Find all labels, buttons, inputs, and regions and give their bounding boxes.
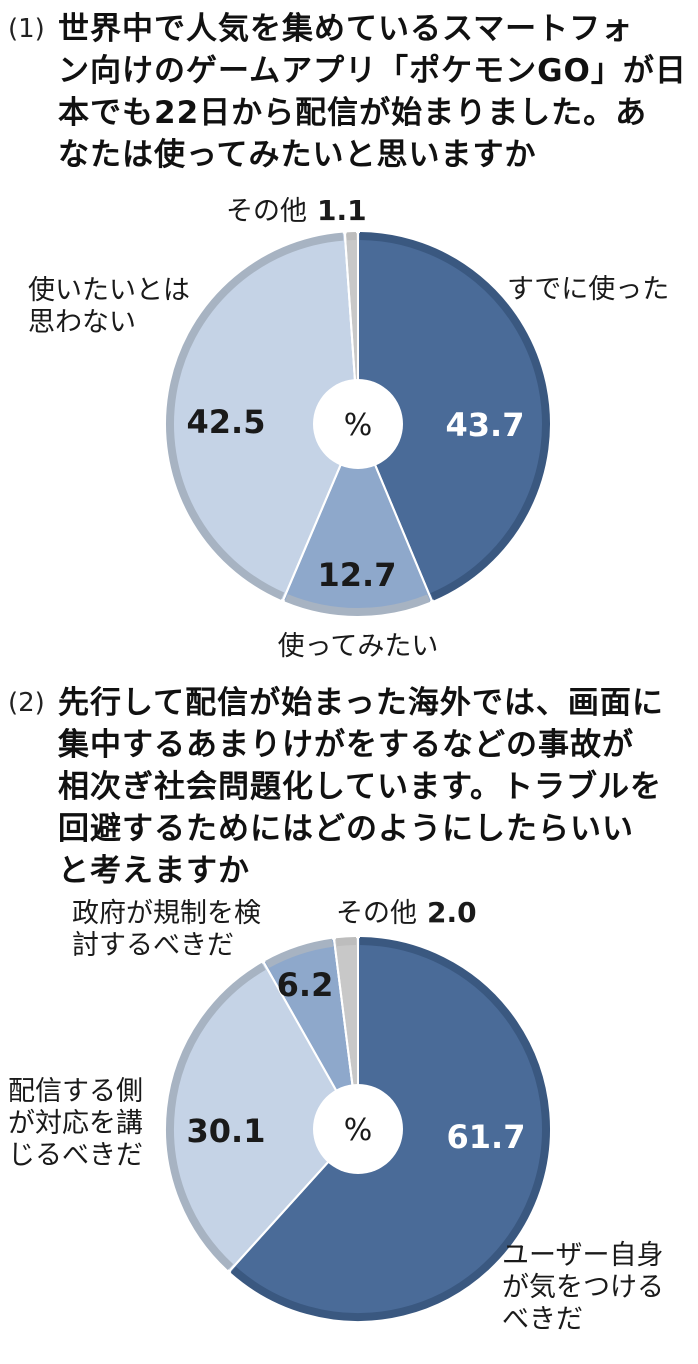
question-1-line: 本でも22日から配信が始まりました。あ [58,95,648,131]
question-1-line: 世界中で人気を集めているスマートフォ [58,11,634,47]
slice-value-label: 61.7 [447,1118,526,1156]
slice-value-label: 42.5 [187,403,266,441]
question-2-line: 先行して配信が始まった海外では、画面に [58,685,664,721]
slice-category-label: 使ってみたい [278,631,439,662]
question-2-text: 先行して配信が始まった海外では、画面に 集中するあまりけがをするなどの事故が 相… [58,682,690,892]
slice-value-label: 30.1 [187,1112,266,1150]
question-1-text: 世界中で人気を集めているスマートフォ ン向けのゲームアプリ「ポケモンGO」が日 … [58,8,690,176]
pie-slice-rim [265,938,334,968]
pie-center-percent: % [344,408,373,443]
slice-category-label: その他 2.0 [336,896,477,929]
question-1-line: なたは使ってみたいと思いますか [58,137,537,173]
pie-center-hole [313,1084,403,1174]
pie-slice-rim [359,232,550,601]
slice-category-label: 配信する側が対応を講じるべきだ [8,1076,143,1171]
question-2-line: と考えますか [58,853,250,889]
slice-category-label: すでに使った [507,274,669,305]
slice-category-label: その他 1.1 [226,194,367,227]
question-2-line: 集中するあまりけがをするなどの事故が [58,727,634,763]
pie-slice-rim [335,937,357,947]
pie-center-hole [313,379,403,469]
slice-value-label: 6.2 [277,966,334,1004]
question-1-line: ン向けのゲームアプリ「ポケモンGO」が日 [58,53,687,89]
slice-category-label: ユーザー自身が気をつけるべきだ [502,1240,664,1335]
slice-category-label: 使いたいとは思わない [28,275,190,338]
pie-slice-rim [166,232,344,600]
slice-value-label: 12.7 [318,556,397,594]
question-1: (1) 世界中で人気を集めているスマートフォ ン向けのゲームアプリ「ポケモンGO… [8,8,690,178]
question-2-line: 回避するためにはどのようにしたらいい [58,811,634,847]
question-2-number: (2) [8,688,45,718]
pie-slice-rim [284,594,431,616]
question-1-number: (1) [8,14,45,44]
pie-slice-rim [166,962,266,1271]
question-2: (2) 先行して配信が始まった海外では、画面に 集中するあまりけがをするなどの事… [8,682,690,892]
question-2-line: 相次ぎ社会問題化しています。トラブルを [58,769,662,805]
slice-category-label: 政府が規制を検討するべきだ [72,898,261,961]
pie-center-percent: % [344,1113,373,1148]
pie-slice-rim [230,937,550,1321]
slice-value-label: 43.7 [446,406,525,444]
